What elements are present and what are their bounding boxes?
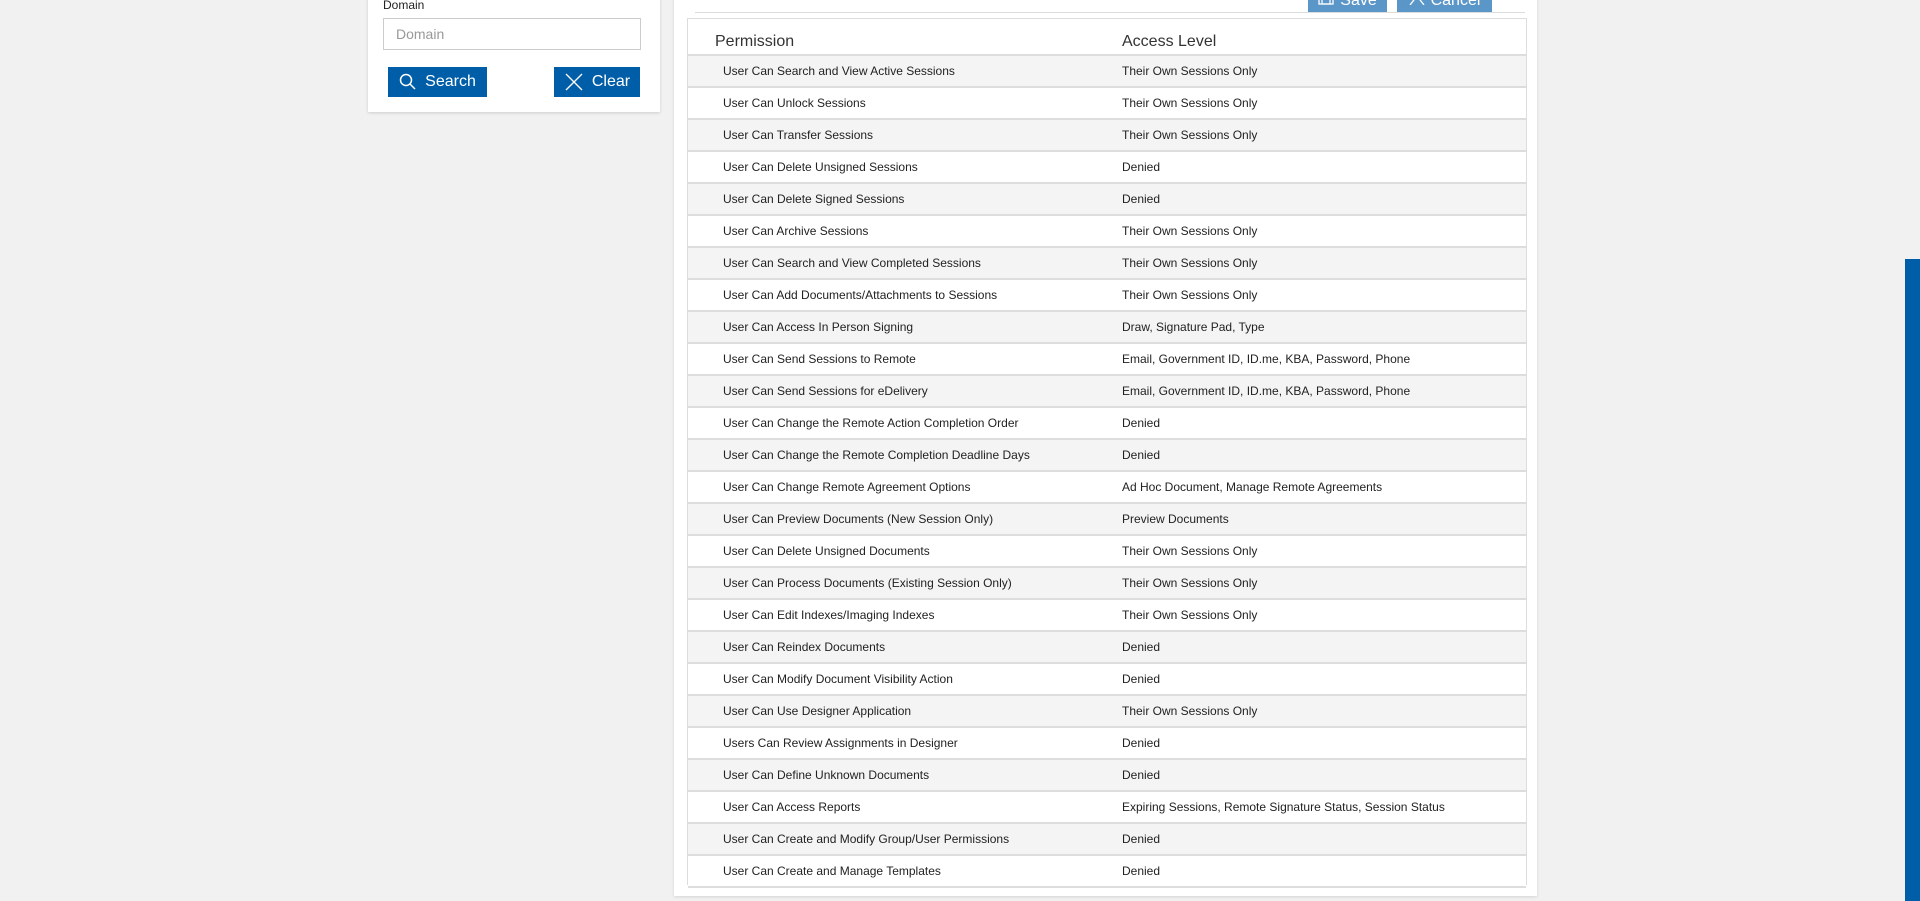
table-row[interactable]: User Can Send Sessions for eDelivery Emai… [688,376,1526,408]
access-level-cell[interactable]: Their Own Sessions Only [1122,96,1258,110]
table-row[interactable]: User Can Delete Signed Sessions Denied [688,184,1526,216]
access-level-cell[interactable]: Ad Hoc Document, Manage Remote Agreement… [1122,480,1383,494]
permission-cell: User Can Process Documents (Existing Ses… [723,576,1012,590]
save-label: Save [1340,0,1377,9]
table-body: User Can Search and View Active Sessions… [688,56,1526,888]
permission-cell: User Can Create and Manage Templates [723,864,941,878]
access-level-cell[interactable]: Their Own Sessions Only [1122,608,1258,622]
table-row[interactable]: User Can Transfer Sessions Their Own Sess… [688,120,1526,152]
permission-cell: User Can Access Reports [723,800,861,814]
table-row[interactable]: User Can Use Designer Application Their O… [688,696,1526,728]
table-row[interactable]: User Can Change the Remote Action Comple… [688,408,1526,440]
permission-cell: User Can Change the Remote Action Comple… [723,416,1019,430]
permission-cell: User Can Delete Unsigned Documents [723,544,930,558]
table-row[interactable]: User Can Search and View Active Sessions… [688,56,1526,88]
access-level-cell[interactable]: Denied [1122,736,1161,750]
domain-input[interactable] [383,18,641,50]
access-level-cell[interactable]: Their Own Sessions Only [1122,544,1258,558]
table-row[interactable]: User Can Send Sessions to Remote Email, G… [688,344,1526,376]
access-level-cell[interactable]: Their Own Sessions Only [1122,64,1258,78]
access-level-cell[interactable]: Their Own Sessions Only [1122,288,1258,302]
access-level-cell[interactable]: Email, Government ID, ID.me, KBA, Passwo… [1122,352,1411,366]
permission-cell: User Can Create and Modify Group/User Pe… [723,832,1010,846]
clear-label: Clear [591,73,631,90]
save-button[interactable]: Save [1308,0,1387,12]
table-row[interactable]: User Can Access In Person Signing Draw, S… [688,312,1526,344]
permission-cell: User Can Use Designer Application [723,704,912,718]
table-row[interactable]: User Can Reindex Documents Denied [688,632,1526,664]
permission-cell: User Can Add Documents/Attachments to Se… [723,288,998,302]
table-row[interactable]: User Can Unlock Sessions Their Own Sessio… [688,88,1526,120]
permission-cell: User Can Unlock Sessions [723,96,866,110]
search-button[interactable]: Search [388,67,487,97]
table-row[interactable]: User Can Delete Unsigned Documents Their … [688,536,1526,568]
access-level-cell[interactable]: Expiring Sessions, Remote Signature Stat… [1122,800,1445,814]
permission-cell: User Can Define Unknown Documents [723,768,930,782]
domain-label: Domain [383,0,425,12]
access-level-cell[interactable]: Their Own Sessions Only [1122,128,1258,142]
permission-cell: User Can Access In Person Signing [723,320,914,334]
access-level-cell[interactable]: Their Own Sessions Only [1122,704,1258,718]
access-level-cell[interactable]: Denied [1122,640,1161,654]
access-level-cell[interactable]: Email, Government ID, ID.me, KBA, Passwo… [1122,384,1411,398]
permission-cell: User Can Search and View Active Sessions [723,64,955,78]
table-row[interactable]: User Can Change the Remote Completion De… [688,440,1526,472]
permission-cell: User Can Edit Indexes/Imaging Indexes [723,608,935,622]
column-header-access-level: Access Level [1122,33,1217,50]
search-label: Search [425,73,476,90]
permission-cell: User Can Reindex Documents [723,640,886,654]
access-level-cell[interactable]: Denied [1122,160,1161,174]
table-header: Permission Access Level [688,19,1526,56]
scrollbar[interactable] [1905,259,1920,901]
cancel-button[interactable]: Cancel [1397,0,1492,12]
save-icon [1318,0,1334,10]
cancel-label: Cancel [1430,0,1481,9]
search-icon [399,73,417,91]
access-level-cell[interactable]: Their Own Sessions Only [1122,256,1258,270]
permission-cell: User Can Archive Sessions [723,224,869,238]
permission-cell: User Can Send Sessions to Remote [723,352,916,366]
table-row[interactable]: User Can Modify Document Visibility Acti… [688,664,1526,696]
table-row[interactable]: User Can Delete Unsigned Sessions Denied [688,152,1526,184]
permission-cell: User Can Modify Document Visibility Acti… [723,672,953,686]
access-level-cell[interactable]: Denied [1122,864,1161,878]
table-row[interactable]: User Can Access Reports Expiring Sessions… [688,792,1526,824]
access-level-cell[interactable]: Denied [1122,672,1161,686]
table-row[interactable]: User Can Add Documents/Attachments to Se… [688,280,1526,312]
permissions-table: Permission Access Level User Can Search … [687,18,1527,888]
access-level-cell[interactable]: Preview Documents [1122,512,1229,526]
divider [695,12,1525,13]
permission-cell: User Can Change the Remote Completion De… [723,448,1030,462]
access-level-cell[interactable]: Denied [1122,832,1161,846]
table-row[interactable]: User Can Create and Manage Templates Deni… [688,856,1526,888]
permission-cell: User Can Search and View Completed Sessi… [723,256,981,270]
permission-cell: User Can Change Remote Agreement Options [723,480,971,494]
permission-cell: User Can Delete Signed Sessions [723,192,905,206]
table-row[interactable]: Users Can Review Assignments in Designer… [688,728,1526,760]
close-icon [1409,0,1425,10]
access-level-cell[interactable]: Draw, Signature Pad, Type [1122,320,1265,334]
table-row[interactable]: User Can Change Remote Agreement Options… [688,472,1526,504]
close-icon [564,72,584,92]
permission-cell: Users Can Review Assignments in Designer [723,736,958,750]
access-level-cell[interactable]: Their Own Sessions Only [1122,576,1258,590]
access-level-cell[interactable]: Denied [1122,768,1161,782]
column-header-permission: Permission [715,33,795,50]
access-level-cell[interactable]: Denied [1122,416,1161,430]
access-level-cell[interactable]: Denied [1122,448,1161,462]
table-row[interactable]: User Can Archive Sessions Their Own Sessi… [688,216,1526,248]
table-row[interactable]: User Can Edit Indexes/Imaging Indexes The… [688,600,1526,632]
permission-cell: User Can Send Sessions for eDelivery [723,384,928,398]
clear-button[interactable]: Clear [554,67,640,97]
table-row[interactable]: User Can Create and Modify Group/User Pe… [688,824,1526,856]
access-level-cell[interactable]: Their Own Sessions Only [1122,224,1258,238]
table-row[interactable]: User Can Define Unknown Documents Denied [688,760,1526,792]
access-level-cell[interactable]: Denied [1122,192,1161,206]
permission-cell: User Can Preview Documents (New Session … [723,512,994,526]
table-row[interactable]: User Can Search and View Completed Sessi… [688,248,1526,280]
table-row[interactable]: User Can Preview Documents (New Session … [688,504,1526,536]
permission-cell: User Can Delete Unsigned Sessions [723,160,918,174]
table-row[interactable]: User Can Process Documents (Existing Ses… [688,568,1526,600]
permission-cell: User Can Transfer Sessions [723,128,874,142]
